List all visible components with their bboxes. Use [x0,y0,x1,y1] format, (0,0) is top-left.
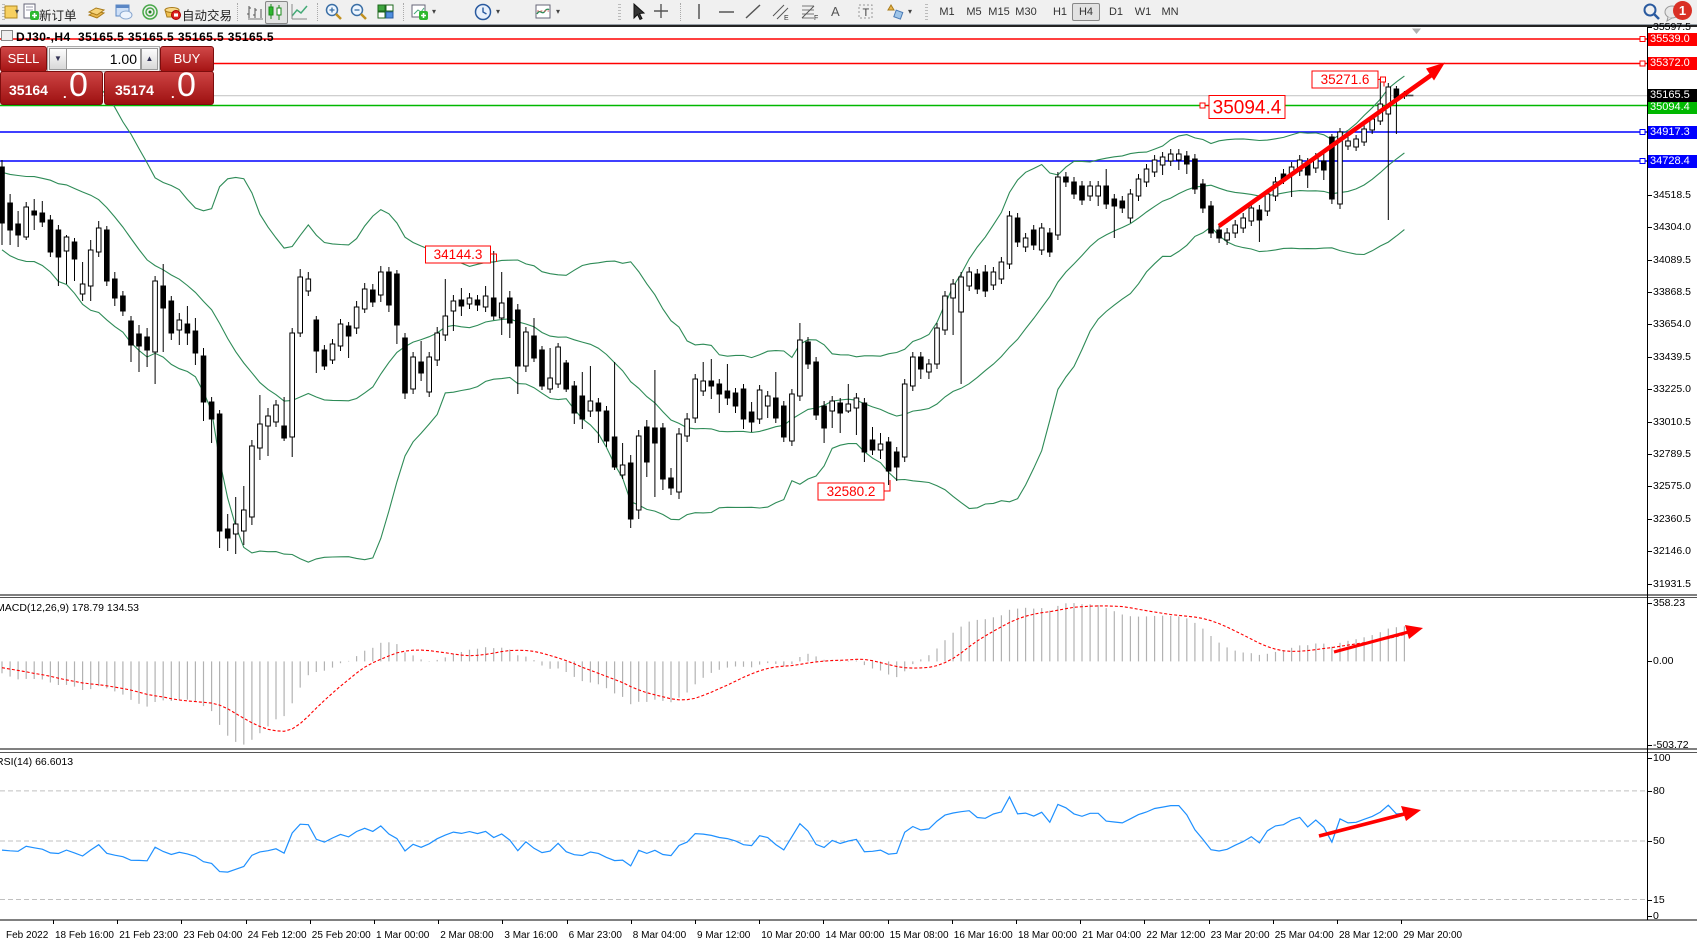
svg-text:32580.2: 32580.2 [827,484,876,499]
svg-text:E: E [784,15,789,22]
svg-text:34144.3: 34144.3 [434,247,483,262]
svg-text:F: F [814,15,818,22]
svg-text:35094.4: 35094.4 [1213,98,1282,119]
svg-text:T: T [863,7,870,19]
svg-text:35271.6: 35271.6 [1321,72,1370,87]
